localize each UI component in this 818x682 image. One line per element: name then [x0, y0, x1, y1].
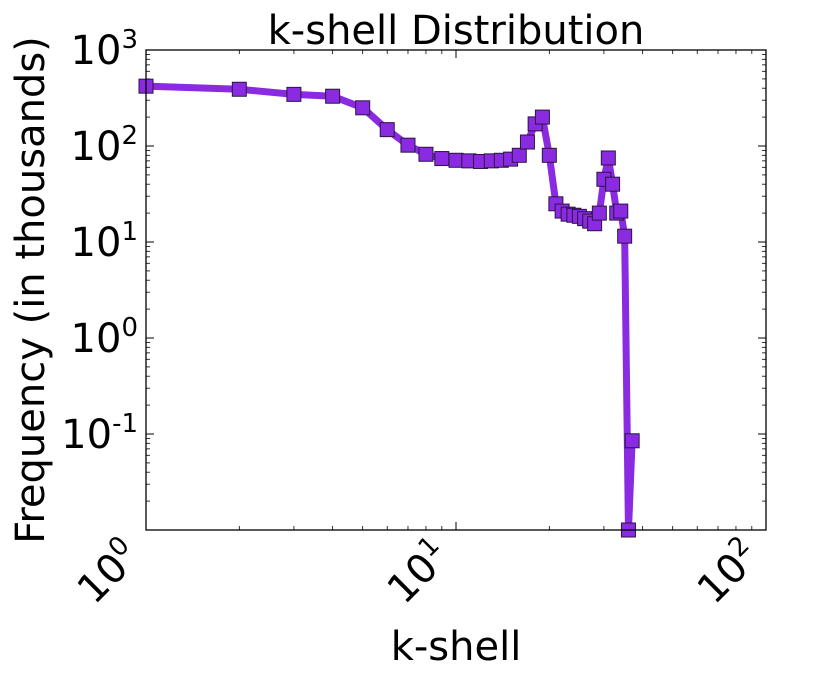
- x-tick-label: 102: [687, 530, 769, 612]
- data-point-marker: [617, 228, 633, 244]
- data-point-marker: [624, 433, 640, 449]
- x-axis-label: k-shell: [391, 624, 522, 670]
- series-layer: [138, 78, 640, 538]
- y-tick-label-exponent: 0: [121, 313, 138, 343]
- y-tick-label-exponent: -1: [112, 409, 138, 439]
- plot-frame: [145, 49, 767, 531]
- data-point-marker: [511, 147, 527, 163]
- x-tick-label-exponent: 0: [103, 530, 136, 563]
- x-tick-label: 100: [67, 530, 149, 612]
- y-tick-label-exponent: 3: [121, 25, 138, 55]
- data-point-marker: [534, 109, 550, 125]
- y-tick-label-exponent: 2: [121, 121, 138, 151]
- data-point-marker: [591, 205, 607, 221]
- data-point-marker: [448, 152, 464, 168]
- data-point-marker: [600, 150, 616, 166]
- data-point-marker: [355, 100, 371, 116]
- data-point-marker: [541, 147, 557, 163]
- y-tick-label: 102: [71, 121, 138, 170]
- x-tick-label-exponent: 2: [723, 530, 756, 563]
- y-axis-label: Frequency (in thousands): [8, 36, 54, 544]
- y-axis-major-ticks: [146, 49, 766, 435]
- data-point-marker: [286, 86, 302, 102]
- data-point-marker: [434, 151, 450, 167]
- data-point-marker: [325, 88, 341, 104]
- data-point-marker: [613, 203, 629, 219]
- y-tick-label-exponent: 1: [121, 217, 138, 247]
- y-tick-label: 100: [71, 313, 138, 362]
- series-line: [145, 82, 636, 534]
- x-tick-label-exponent: 1: [413, 530, 446, 563]
- x-axis-minor-ticks: [238, 50, 753, 530]
- y-tick-label: 101: [71, 217, 138, 266]
- data-point-marker: [231, 81, 247, 97]
- y-tick-label: 103: [71, 25, 138, 74]
- data-point-marker: [418, 146, 434, 162]
- data-point-marker: [379, 122, 395, 138]
- data-point-marker: [605, 176, 621, 192]
- y-axis-minor-ticks: [146, 53, 766, 502]
- data-point-marker: [400, 137, 416, 153]
- y-tick-label: 10-1: [61, 409, 138, 458]
- x-axis-tick-labels: 100 101 102: [67, 530, 769, 612]
- x-tick-label: 101: [377, 530, 459, 612]
- x-axis-major-ticks: [145, 50, 767, 530]
- data-point-marker: [519, 134, 535, 150]
- chart-title: k-shell Distribution: [268, 8, 645, 54]
